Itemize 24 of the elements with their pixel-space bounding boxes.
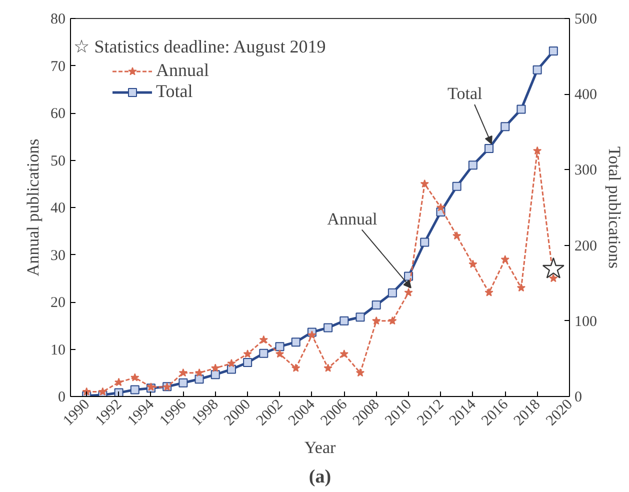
y-tick-label: 0	[58, 390, 66, 406]
y2-tick-label: 100	[574, 314, 597, 330]
y-tick-label: 50	[50, 153, 66, 170]
annotation: Annual	[327, 209, 378, 228]
y2-tick-label: 300	[574, 162, 597, 179]
y2-axis-title: Total publications	[605, 146, 624, 269]
y-axis-title: Annual publications	[24, 138, 42, 276]
y-tick-label: 30	[50, 248, 66, 264]
annotation: ☆ Statistics deadline: August 2019	[74, 36, 326, 56]
text: (a)	[308, 466, 332, 488]
y-tick-label: 70	[50, 58, 66, 75]
y2-tick-label: 400	[574, 87, 597, 104]
y-tick-label: 40	[50, 200, 66, 216]
annotation: Total	[448, 84, 482, 104]
x-axis-title: Year	[304, 438, 336, 457]
y-tick-label: 20	[50, 295, 66, 311]
y-tick-label: 80	[50, 12, 66, 28]
y-tick-label: 60	[50, 106, 66, 122]
y2-tick-label: 0	[574, 390, 582, 406]
y-tick-label: 10	[50, 342, 66, 358]
y2-tick-label: 200	[574, 238, 597, 254]
legend-label: Total	[156, 81, 193, 102]
y2-tick-label: 500	[574, 12, 597, 28]
legend-label: Annual	[156, 60, 209, 81]
